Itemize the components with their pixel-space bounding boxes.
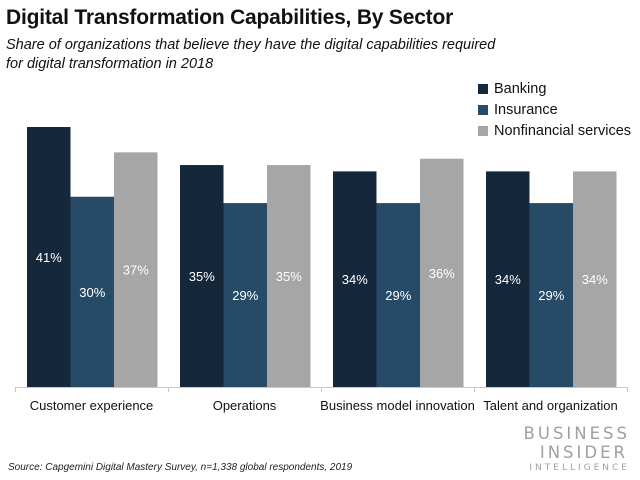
data-label-nonfinancial-services-customer-experience: 37% [123, 263, 149, 278]
data-label-insurance-customer-experience: 30% [79, 285, 105, 300]
bar-insurance-operations [223, 203, 267, 387]
bar-insurance-business-model-innovation [376, 203, 420, 387]
legend-label-banking: Banking [494, 80, 547, 97]
x-tick-label-customer-experience: Customer experience [30, 398, 154, 413]
data-label-insurance-operations: 29% [232, 288, 258, 303]
bar-nonfinancial-services-customer-experience [114, 152, 158, 387]
bar-insurance-customer-experience [70, 196, 114, 387]
legend: Banking Insurance Nonfinancial services [478, 78, 631, 141]
data-label-banking-operations: 35% [189, 269, 215, 284]
bar-banking-business-model-innovation [333, 171, 377, 387]
bar-banking-customer-experience [27, 127, 71, 387]
legend-label-insurance: Insurance [494, 101, 558, 118]
logo-line-insider: INSIDER [539, 443, 628, 462]
chart-subtitle: Share of organizations that believe they… [6, 37, 496, 72]
source-note: Source: Capgemini Digital Mastery Survey… [8, 462, 353, 473]
legend-swatch-banking [478, 83, 488, 94]
legend-swatch-nonfinancial [478, 125, 488, 136]
bar-banking-operations [180, 165, 224, 387]
data-label-insurance-talent-and-organization: 29% [538, 288, 564, 303]
logo-line-intelligence: INTELLIGENCE [529, 463, 630, 473]
bar-banking-talent-and-organization [486, 171, 530, 387]
x-tick-label-operations: Operations [213, 398, 277, 413]
data-label-banking-business-model-innovation: 34% [342, 272, 368, 287]
data-label-nonfinancial-services-business-model-innovation: 36% [429, 266, 455, 281]
legend-item-banking: Banking [478, 78, 631, 99]
bar-insurance-talent-and-organization [529, 203, 573, 387]
legend-item-nonfinancial: Nonfinancial services [478, 120, 631, 141]
data-label-nonfinancial-services-talent-and-organization: 34% [582, 272, 608, 287]
chart-title: Digital Transformation Capabilities, By … [6, 6, 454, 29]
business-insider-intelligence-logo: BUSINESS INSIDER INTELLIGENCE [524, 424, 630, 475]
legend-label-nonfinancial: Nonfinancial services [494, 122, 632, 139]
legend-swatch-insurance [478, 104, 488, 115]
bar-nonfinancial-services-operations [267, 165, 311, 387]
bar-nonfinancial-services-talent-and-organization [573, 171, 617, 387]
data-label-banking-customer-experience: 41% [36, 250, 62, 265]
data-label-insurance-business-model-innovation: 29% [385, 288, 411, 303]
logo-line-business: BUSINESS [523, 424, 630, 443]
x-tick-label-talent-and-organization: Talent and organization [483, 398, 617, 413]
legend-item-insurance: Insurance [478, 99, 631, 120]
bar-nonfinancial-services-business-model-innovation [420, 158, 464, 387]
data-label-nonfinancial-services-operations: 35% [276, 269, 302, 284]
x-tick-label-business-model-innovation: Business model innovation [320, 398, 475, 413]
data-label-banking-talent-and-organization: 34% [495, 272, 521, 287]
